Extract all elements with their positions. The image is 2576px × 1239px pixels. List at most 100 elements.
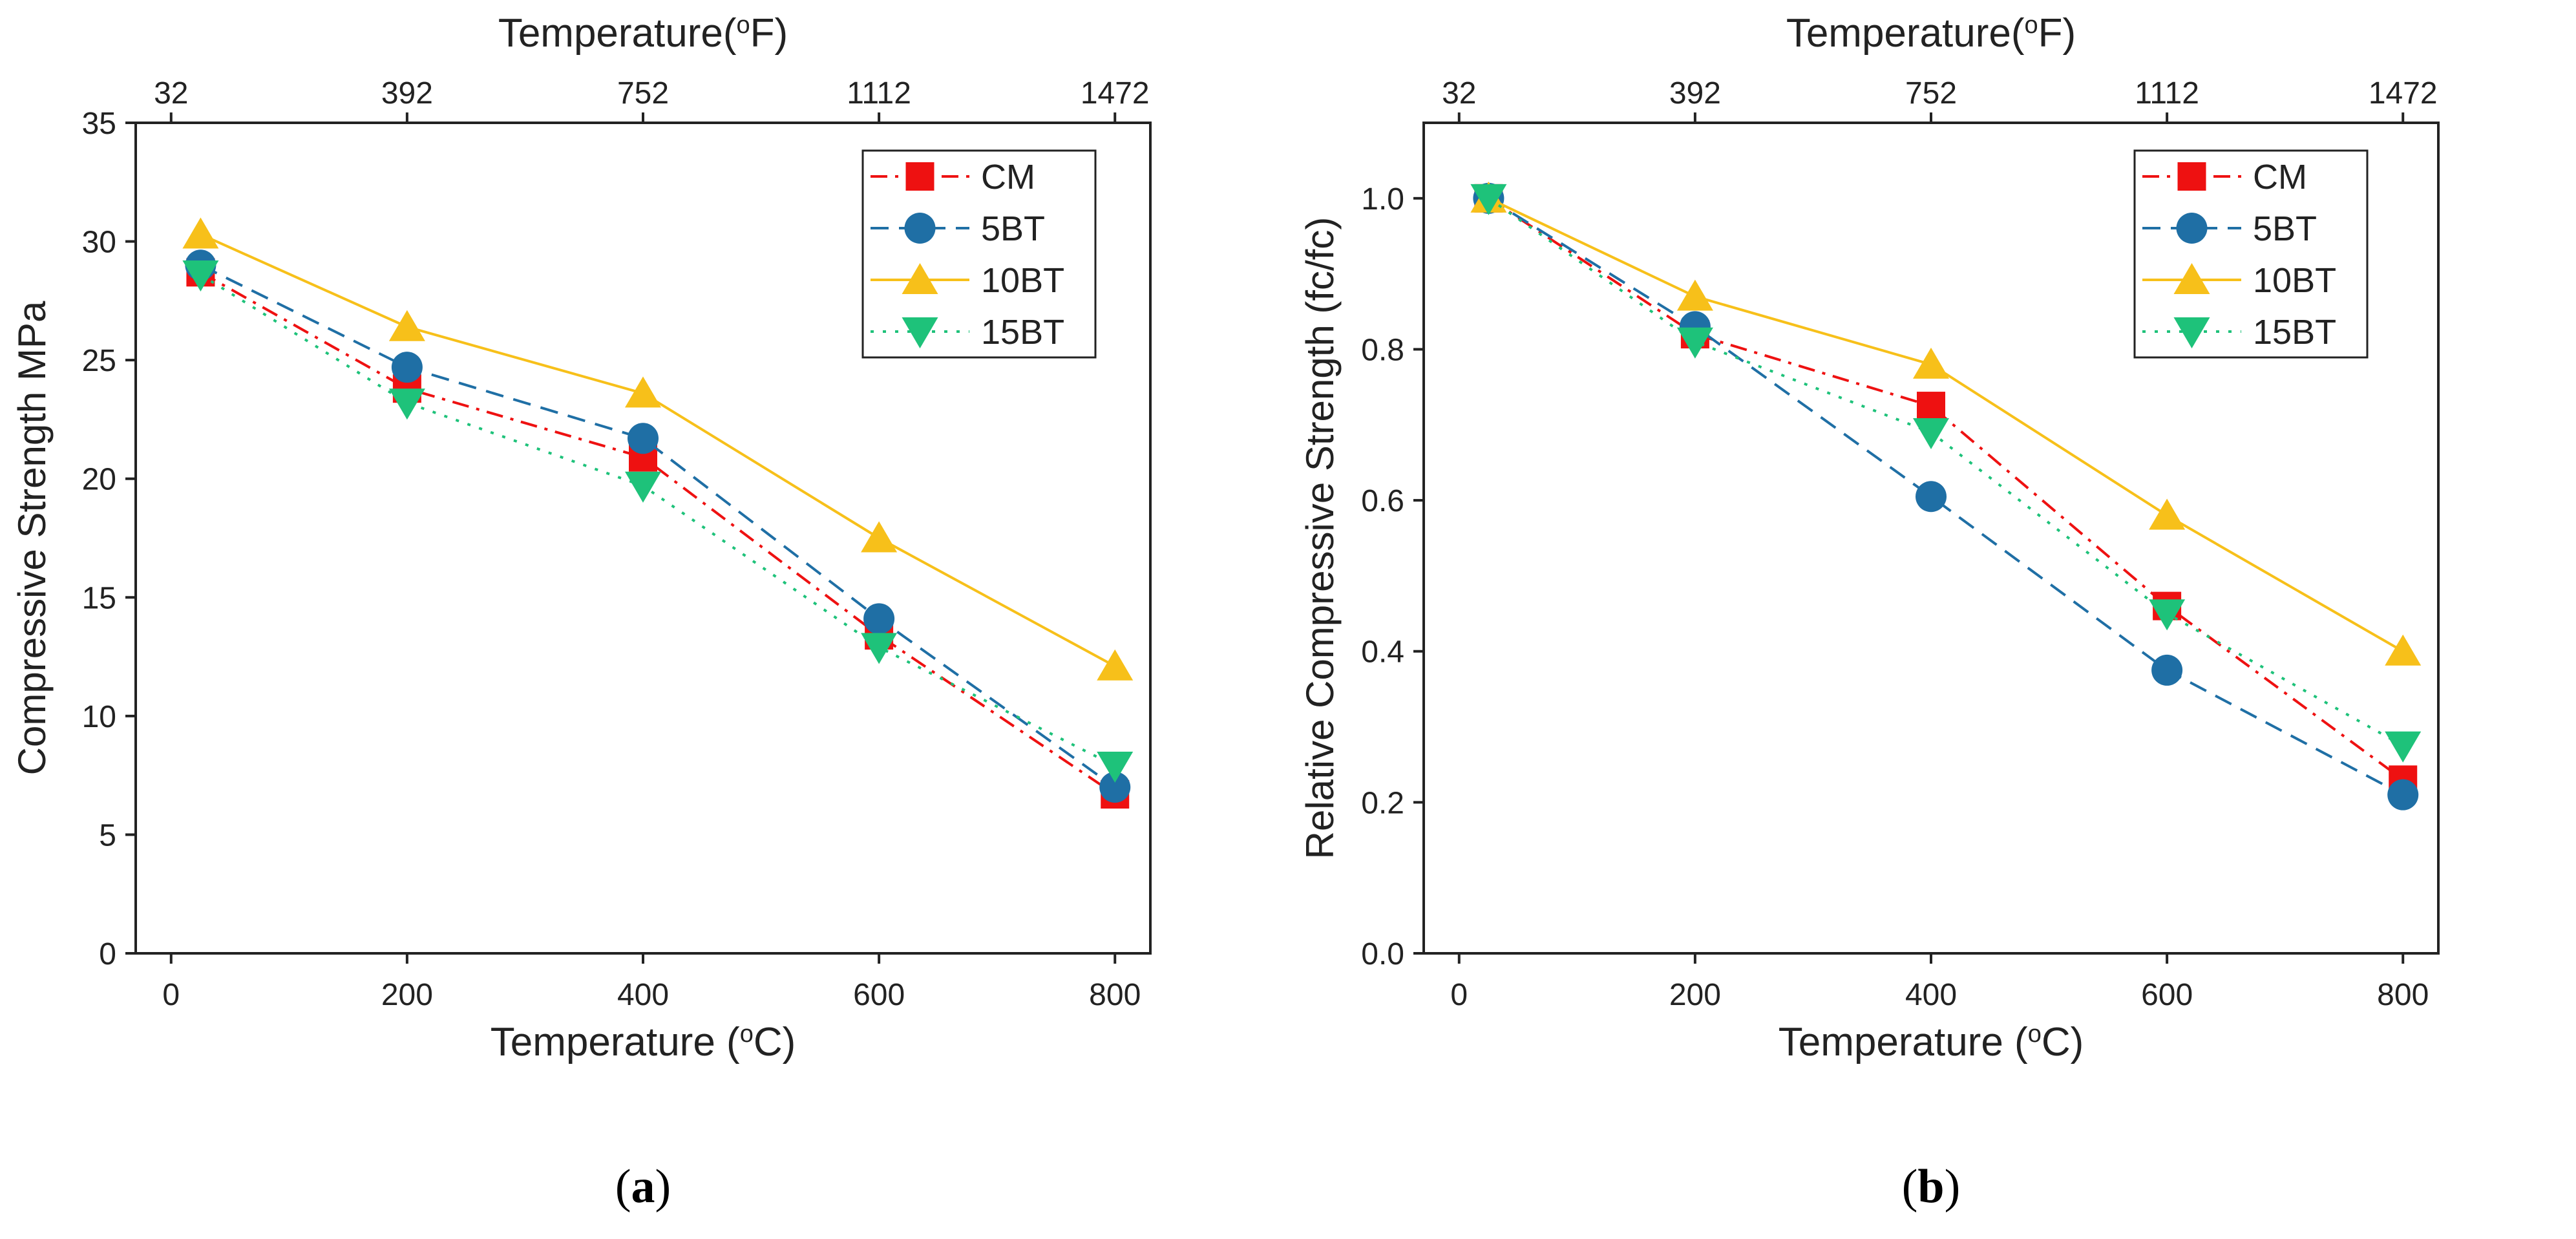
chart-a: 0 200 400 600 800 32 392 752 1112 1472 0 5 10 15 20 25 3… (10, 11, 1152, 1213)
x-axis-title-main: Temperature ( (1779, 1020, 2028, 1064)
y-tick-label: 0 (99, 937, 116, 971)
y-tick-label: 0.6 (1361, 484, 1404, 518)
x-tick-label: 200 (381, 978, 433, 1012)
chart-b: 0 200 400 600 800 32 392 752 1112 1472 0.0 0.2 0.4 0.… (1298, 11, 2440, 1213)
x-tick-label: 800 (2377, 978, 2429, 1012)
data-point-15BT (1676, 327, 1713, 359)
x2-axis-title-unit: F) (750, 11, 788, 56)
y-tick-label: 10 (82, 700, 116, 734)
y-tick-label: 30 (82, 226, 116, 260)
x-axis-title-unit: C) (754, 1020, 796, 1064)
data-point-CM (1917, 392, 1945, 421)
x2-axis-title: Temperature(oF) (1786, 11, 2076, 56)
series-10BT (1470, 181, 2422, 666)
x2-tick-label: 32 (1442, 76, 1476, 111)
x-tick-label: 800 (1089, 978, 1141, 1012)
legend-marker-10BT (902, 263, 938, 294)
legend-marker-CM (905, 162, 934, 191)
panel-caption: (a) (615, 1160, 671, 1213)
x2-tick-label: 752 (617, 76, 669, 111)
data-point-10BT (182, 217, 219, 249)
x2-axis-title-main: Temperature( (498, 11, 737, 56)
series-10BT (182, 217, 1134, 681)
legend-label-15BT: 15BT (981, 313, 1064, 352)
x-tick-label: 0 (1450, 978, 1468, 1012)
data-point-5BT (2387, 779, 2419, 810)
y-axis-title: Relative Compressive Strength (fc/fc) (1298, 217, 1342, 860)
series-line-CM (200, 271, 1116, 796)
legend-marker-5BT (904, 213, 936, 244)
x2-axis-title-sup: o (737, 12, 750, 39)
data-point-15BT (388, 388, 425, 420)
legend-label-CM: CM (981, 158, 1035, 196)
chart-panel-b: 0 200 400 600 800 32 392 752 1112 1472 0.0 0.2 0.4 0.… (1288, 0, 2576, 1239)
caption-letter: b (1917, 1160, 1944, 1213)
x-tick-label: 0 (162, 978, 180, 1012)
y-tick-label: 25 (82, 344, 116, 378)
legend-label-15BT: 15BT (2253, 313, 2336, 352)
legend-marker-CM (2177, 162, 2206, 191)
y-tick-label: 35 (82, 107, 116, 141)
x2-axis-title-main: Temperature( (1786, 11, 2025, 56)
x-axis-title-main: Temperature ( (491, 1020, 740, 1064)
x-axis-title-sup: o (740, 1021, 754, 1048)
legend-label-5BT: 5BT (981, 209, 1045, 248)
x2-axis-title: Temperature(oF) (498, 11, 788, 56)
caption-open: ( (1902, 1160, 1918, 1213)
data-point-10BT (861, 521, 898, 553)
x2-axis-title-sup: o (2025, 12, 2038, 39)
series-line-5BT (200, 264, 1116, 789)
data-point-10BT (1097, 649, 1134, 681)
data-point-5BT (1916, 481, 1947, 513)
series-line-CM (1488, 197, 2404, 781)
data-point-5BT (628, 423, 659, 454)
data-point-15BT (1913, 418, 1949, 449)
x-axis-title-unit: C) (2042, 1020, 2084, 1064)
chart-panel-a: 0 200 400 600 800 32 392 752 1112 1472 0 5 10 15 20 25 3… (10, 11, 1152, 1213)
legend-marker-15BT (2173, 317, 2210, 348)
data-point-5BT (2151, 654, 2183, 686)
legend: CM 5BT 10BT 15BT (2133, 149, 2369, 359)
legend-marker-15BT (902, 317, 938, 348)
series-15BT (1470, 184, 2422, 763)
y-tick-label: 20 (82, 463, 116, 497)
data-point-15BT (2385, 731, 2422, 763)
data-point-15BT (861, 633, 898, 664)
data-point-5BT (863, 603, 895, 635)
caption-close: ) (1945, 1160, 1961, 1213)
y-tick-label: 0.0 (1361, 937, 1404, 971)
legend-box (861, 149, 1097, 359)
x2-tick-label: 752 (1905, 76, 1957, 111)
data-point-10BT (1913, 347, 1949, 379)
data-point-15BT (1097, 751, 1134, 783)
x2-tick-label: 392 (381, 76, 433, 111)
legend-label-CM: CM (2253, 158, 2307, 196)
caption-close: ) (655, 1160, 671, 1213)
y-tick-label: 15 (82, 581, 116, 615)
y-tick-label: 0.8 (1361, 333, 1404, 367)
panel-caption: (b) (1902, 1160, 1960, 1213)
data-point-5BT (1099, 772, 1131, 803)
y-tick-label: 5 (99, 818, 116, 852)
data-point-10BT (2385, 634, 2422, 666)
series-15BT (182, 260, 1134, 783)
x-axis-title: Temperature (oC) (1779, 1020, 2084, 1064)
data-point-15BT (1470, 184, 1507, 215)
x-tick-label: 400 (1905, 978, 1957, 1012)
data-point-15BT (2149, 599, 2186, 631)
x-axis-title: Temperature (oC) (491, 1020, 796, 1064)
y-axis-title: Compressive Strength MPa (10, 301, 54, 775)
x2-tick-label: 392 (1669, 76, 1721, 111)
series-line-5BT (1488, 197, 2404, 796)
x-axis-title-sup: o (2028, 1021, 2042, 1048)
x2-tick-label: 1472 (1081, 76, 1150, 111)
legend-label-5BT: 5BT (2253, 209, 2317, 248)
x-tick-label: 600 (2141, 978, 2193, 1012)
x2-tick-label: 1112 (2135, 76, 2199, 111)
legend-label-10BT: 10BT (2253, 261, 2336, 300)
x2-tick-label: 1472 (2369, 76, 2438, 111)
data-point-15BT (182, 260, 219, 291)
legend-marker-5BT (2176, 213, 2208, 244)
y-tick-label: 0.4 (1361, 635, 1404, 670)
x2-tick-label: 32 (154, 76, 188, 111)
